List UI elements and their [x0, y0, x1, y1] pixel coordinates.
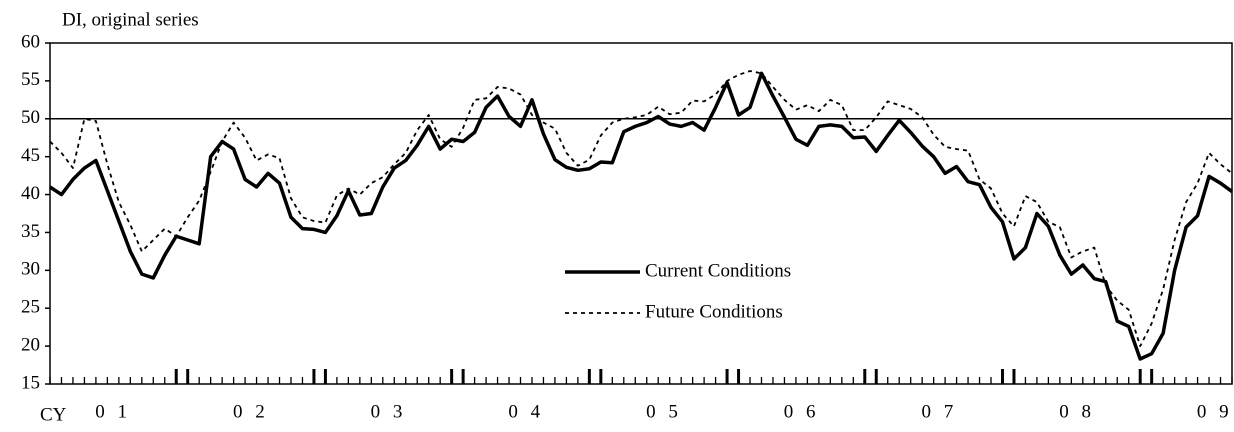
y-tick-label: 60: [21, 31, 40, 52]
x-tick-label: 0 5: [646, 401, 682, 422]
x-tick-label: 0 3: [371, 401, 407, 422]
x-tick-label: 0 9: [1197, 401, 1233, 422]
plot-frame: [49, 42, 1233, 385]
x-axis-label: CY: [40, 404, 67, 425]
x-tick-label: 0 4: [508, 401, 544, 422]
y-tick-label: 15: [21, 372, 40, 393]
legend-label: Current Conditions: [645, 260, 791, 281]
y-tick-label: 50: [21, 107, 40, 128]
chart-title: DI, original series: [62, 9, 199, 30]
y-tick-label: 35: [21, 221, 40, 242]
x-tick-label: 0 7: [921, 401, 957, 422]
x-tick-label: 0 6: [784, 401, 820, 422]
y-tick-label: 20: [21, 334, 40, 355]
x-tick-label: 0 2: [233, 401, 269, 422]
y-tick-label: 25: [21, 297, 40, 318]
y-tick-label: 40: [21, 183, 40, 204]
line-series: [49, 70, 1233, 348]
legend-label: Future Conditions: [645, 301, 783, 322]
line-series: [49, 71, 1234, 361]
y-tick-label: 30: [21, 259, 40, 280]
y-tick-label: 55: [21, 69, 40, 90]
y-tick-label: 45: [21, 145, 40, 166]
x-tick-label: 0 1: [95, 401, 131, 422]
x-tick-label: 0 8: [1059, 401, 1095, 422]
